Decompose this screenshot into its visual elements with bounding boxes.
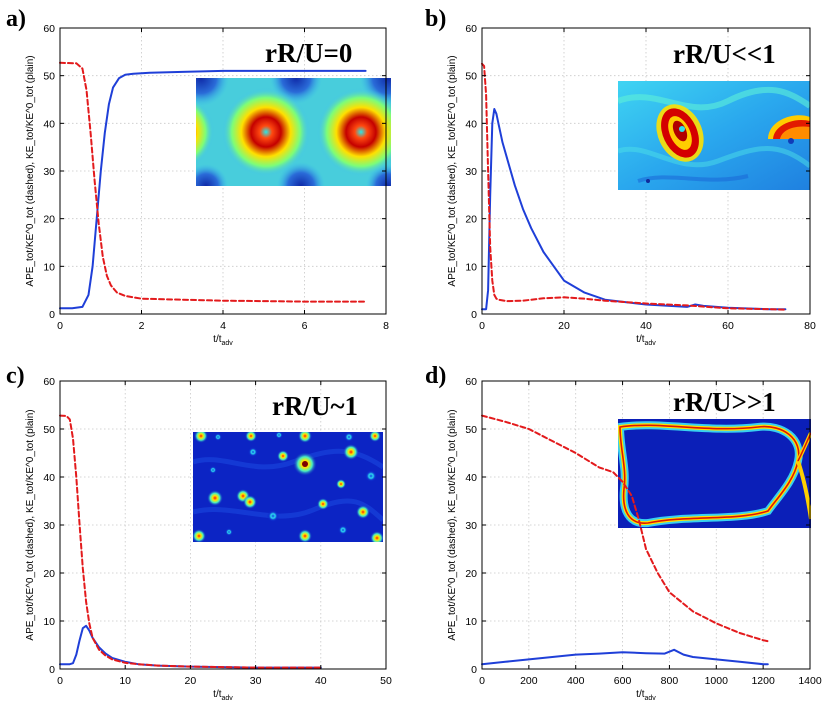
panel-a-ytick-label: 40 xyxy=(43,118,55,130)
panel-d-ytick-label: 40 xyxy=(465,472,477,484)
panel-c-ytick-label: 20 xyxy=(43,568,55,580)
panel-d-xtick-label: 1200 xyxy=(751,675,775,687)
panel-d-xtick-label: 0 xyxy=(479,675,485,687)
panel-b-xlabel: t/tadv xyxy=(636,334,656,347)
panel-d-xtick-label: 1400 xyxy=(798,675,822,687)
panel-b-ytick-label: 50 xyxy=(465,71,477,83)
panel-c-axes: 0 10 20 30 40 50 0 10 20 30 40 50 60 t/tadv APE_tot/KE… xyxy=(25,376,392,702)
panel-c-ytick-label: 50 xyxy=(43,424,55,436)
panel-c-xlabel: t/tadv xyxy=(213,689,233,702)
panel-c-xlabel-sub: adv xyxy=(222,695,234,702)
panel-b: 0 20 40 60 80 0 10 20 30 40 50 60 t/tadv APE_tot/KE^0… xyxy=(425,6,816,347)
panel-b-ytick-label: 0 xyxy=(471,309,477,321)
panel-a-ytick-label: 20 xyxy=(43,214,55,226)
panel-d-inset-front-contour xyxy=(618,419,811,528)
panel-d-ytick-label: 60 xyxy=(465,376,477,388)
panel-c-ylabel: APE_tot/KE^0_tot (dashed), KE_tot/KE^0_t… xyxy=(25,409,36,640)
panel-d-ytick-label: 10 xyxy=(465,616,477,628)
panel-b-label: b) xyxy=(425,6,446,32)
panel-b-xtick-label: 0 xyxy=(479,320,485,332)
panel-d-ylabel: APE_tot/KE^0_tot (dashed), KE_tot/KE^0_t… xyxy=(447,409,458,640)
panel-c: 0 10 20 30 40 50 0 10 20 30 40 50 60 t/tadv APE_tot/KE… xyxy=(6,363,392,702)
panel-d-xtick-label: 400 xyxy=(567,675,585,687)
panel-d-regime-label: rR/U>>1 xyxy=(673,387,776,417)
panel-a-series-ape-dashed xyxy=(59,61,367,303)
panel-b-regime-label: rR/U<<1 xyxy=(673,39,776,69)
panel-c-ytick-label: 10 xyxy=(43,616,55,628)
panel-a-xtick-label: 4 xyxy=(220,320,226,332)
panel-d-series-ke-plain xyxy=(481,648,769,666)
panel-d-ytick-label: 0 xyxy=(471,664,477,676)
panel-d: 0 200 400 600 800 1000 1200 1400 0 10 20 30 40 50 60 t/… xyxy=(425,363,822,702)
panel-d-xtick-label: 200 xyxy=(520,675,538,687)
panel-c-xtick-label: 40 xyxy=(315,675,327,687)
panel-c-regime-label: rR/U~1 xyxy=(272,391,358,421)
panel-a-xtick-label: 0 xyxy=(57,320,63,332)
panel-b-ytick-label: 20 xyxy=(465,214,477,226)
panel-c-ytick-label: 0 xyxy=(49,664,55,676)
panel-d-ytick-label: 20 xyxy=(465,568,477,580)
panel-b-axes: 0 20 40 60 80 0 10 20 30 40 50 60 t/tadv APE_tot/KE^0… xyxy=(447,23,816,347)
panel-d-xlabel-sub: adv xyxy=(645,695,657,702)
panel-b-xtick-label: 20 xyxy=(558,320,570,332)
panel-b-ytick-label: 40 xyxy=(465,118,477,130)
panel-a-xlabel-sub: adv xyxy=(222,340,234,347)
panel-a-ytick-label: 0 xyxy=(49,309,55,321)
panel-c-ytick-label: 60 xyxy=(43,376,55,388)
panel-a-ytick-label: 60 xyxy=(43,23,55,35)
panel-b-xtick-label: 80 xyxy=(804,320,816,332)
panel-d-xtick-label: 600 xyxy=(614,675,632,687)
panel-a-regime-label: rR/U=0 xyxy=(265,38,352,68)
panel-a-series-ke-plain xyxy=(59,69,367,310)
panel-c-series-ape-dashed xyxy=(59,414,322,669)
panel-a-inset-vortex-lattice xyxy=(196,78,391,186)
panel-a-xlabel: t/tadv xyxy=(213,334,233,347)
panel-c-xtick-label: 0 xyxy=(57,675,63,687)
panel-a-ytick-label: 30 xyxy=(43,166,55,178)
panel-c-ytick-label: 40 xyxy=(43,472,55,484)
panel-b-ytick-label: 10 xyxy=(465,261,477,273)
panel-a-xtick-label: 6 xyxy=(302,320,308,332)
panel-a-ytick-label: 50 xyxy=(43,71,55,83)
panel-d-xlabel: t/tadv xyxy=(636,689,656,702)
panel-a-xtick-label: 8 xyxy=(383,320,389,332)
panel-d-xtick-label: 1000 xyxy=(705,675,729,687)
panel-d-ytick-label: 50 xyxy=(465,424,477,436)
panel-d-xtick-label: 800 xyxy=(661,675,679,687)
panel-c-curves xyxy=(59,414,322,669)
panel-a-axes: 0 2 4 6 8 0 10 20 30 40 50 60 t/tadv APE_tot/KE^0_tot… xyxy=(25,23,389,347)
panel-c-xtick-label: 30 xyxy=(250,675,262,687)
panel-b-ylabel: APE_tot/KE^0_tot (dashed), KE_tot/KE^0_t… xyxy=(447,55,458,286)
panel-b-ytick-label: 30 xyxy=(465,166,477,178)
panel-b-xtick-label: 60 xyxy=(722,320,734,332)
panel-d-curves xyxy=(481,414,769,666)
panel-c-ytick-label: 30 xyxy=(43,520,55,532)
panel-b-series-ke-plain xyxy=(481,108,787,311)
panel-c-xtick-label: 20 xyxy=(185,675,197,687)
panel-a: 0 2 4 6 8 0 10 20 30 40 50 60 t/tadv APE_tot/KE^0_tot… xyxy=(6,6,391,347)
panel-d-label: d) xyxy=(425,363,446,389)
panel-d-series-ape-dashed xyxy=(481,414,769,643)
panel-c-xtick-label: 50 xyxy=(380,675,392,687)
panel-c-series-ke-plain xyxy=(59,624,322,669)
panel-d-ytick-label: 30 xyxy=(465,520,477,532)
panel-a-ytick-label: 10 xyxy=(43,261,55,273)
panel-a-ylabel: APE_tot/KE^0_tot (dashed), KE_tot/KE^0_t… xyxy=(25,55,36,286)
panel-c-xtick-label: 10 xyxy=(119,675,131,687)
panel-b-xlabel-sub: adv xyxy=(645,340,657,347)
panel-b-ytick-label: 60 xyxy=(465,23,477,35)
panel-a-label: a) xyxy=(6,6,26,32)
panel-c-label: c) xyxy=(6,363,25,389)
panel-b-series-ape-dashed xyxy=(481,62,787,311)
panel-c-inset-small-eddies xyxy=(193,432,383,542)
panel-b-inset-distorted-vortices xyxy=(618,81,810,190)
panel-d-axes: 0 200 400 600 800 1000 1200 1400 0 10 20 30 40 50 60 t/… xyxy=(447,376,822,702)
panel-b-curves xyxy=(481,62,787,311)
panel-a-xtick-label: 2 xyxy=(139,320,145,332)
panel-b-xtick-label: 40 xyxy=(640,320,652,332)
panel-a-curves xyxy=(59,61,367,310)
